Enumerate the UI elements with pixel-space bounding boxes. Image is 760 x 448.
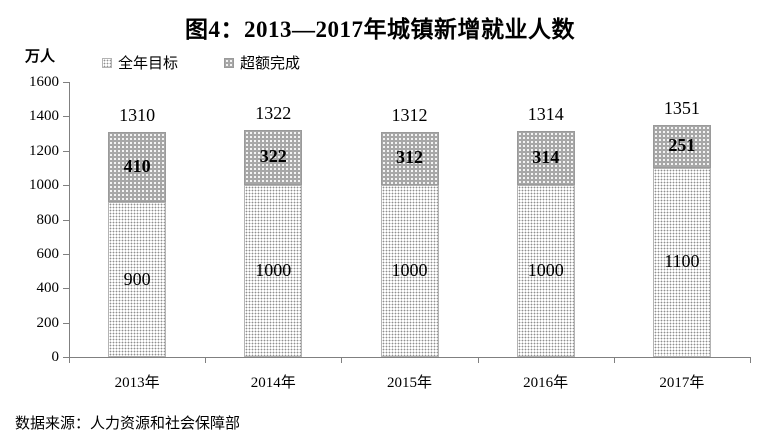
bar-segment-target	[652, 167, 711, 357]
bar-value-target: 900	[123, 268, 151, 289]
y-axis-tick	[63, 150, 69, 152]
y-axis-tick-label: 400	[36, 280, 60, 297]
y-axis-tick	[63, 253, 69, 255]
legend-item-target: 全年目标	[102, 52, 178, 73]
bar-value-target: 1000	[527, 260, 564, 281]
x-category-label: 2013年	[114, 375, 160, 391]
y-axis-tick-label: 1200	[29, 142, 59, 159]
bar-value-target: 1100	[664, 251, 700, 272]
bar-total-label: 1314	[527, 104, 564, 125]
bar-value-over: 312	[396, 147, 423, 168]
y-axis-tick-label: 1600	[29, 74, 59, 90]
x-category-label: 2017年	[659, 375, 705, 391]
bar-value-target: 1000	[391, 260, 428, 281]
y-axis-tick	[63, 322, 69, 324]
plot-area	[69, 82, 751, 358]
y-axis-unit-label: 万人	[25, 48, 56, 65]
chart-title: 图4：2013—2017年城镇新增就业人数	[185, 17, 575, 42]
bar-segment-target	[380, 185, 439, 357]
legend-item-over: 超额完成	[224, 52, 300, 73]
y-axis-tick-label: 800	[36, 211, 60, 228]
bar-value-over: 251	[668, 135, 696, 156]
x-axis-tick	[341, 358, 343, 363]
y-axis-tick	[63, 357, 69, 358]
bar-total-label: 1312	[391, 104, 428, 125]
chart-legend: 全年目标 超额完成	[102, 52, 300, 73]
y-axis-tick	[63, 82, 69, 83]
legend-swatch-over	[224, 57, 235, 68]
bar-segment-target	[516, 185, 575, 357]
bar-segment-over	[380, 131, 439, 186]
bar-segment-target	[244, 185, 303, 357]
x-axis-tick	[69, 358, 70, 363]
bar-segment-over	[652, 124, 711, 168]
x-category-label: 2015年	[386, 375, 432, 391]
bar-total-label: 1322	[255, 102, 292, 123]
bar-value-over: 322	[259, 146, 287, 167]
y-axis-tick	[63, 185, 69, 187]
y-axis-tick-label: 200	[36, 314, 60, 331]
x-category-label: 2016年	[523, 375, 569, 391]
legend-label-over: 超额完成	[240, 55, 301, 72]
bar-value-over: 410	[123, 156, 151, 177]
x-category-label: 2014年	[250, 375, 296, 391]
bar-segment-target	[108, 202, 167, 357]
y-axis-tick-label: 0	[51, 349, 60, 365]
x-axis-tick	[477, 358, 479, 363]
bar-segment-over	[108, 131, 167, 203]
legend-label-target: 全年目标	[118, 55, 179, 72]
bar-value-target: 1000	[255, 260, 292, 281]
y-axis-tick	[63, 116, 69, 118]
bar-value-over: 314	[532, 147, 560, 168]
y-axis-tick	[63, 219, 69, 221]
bar-total-label: 1310	[119, 104, 156, 125]
data-source-note: 数据来源：人力资源和社会保障部	[15, 415, 241, 432]
legend-swatch-target	[102, 57, 112, 68]
x-axis-tick	[205, 358, 207, 363]
bar-segment-over	[516, 131, 575, 186]
x-axis-tick	[613, 358, 615, 363]
bar-segment-over	[244, 129, 303, 186]
y-axis-tick-label: 600	[36, 245, 60, 262]
bar-total-label: 1351	[663, 97, 700, 118]
y-axis-tick	[63, 288, 69, 290]
y-axis-tick-label: 1000	[29, 177, 59, 194]
y-axis-tick-label: 1400	[29, 108, 59, 125]
x-axis-tick	[750, 358, 751, 363]
